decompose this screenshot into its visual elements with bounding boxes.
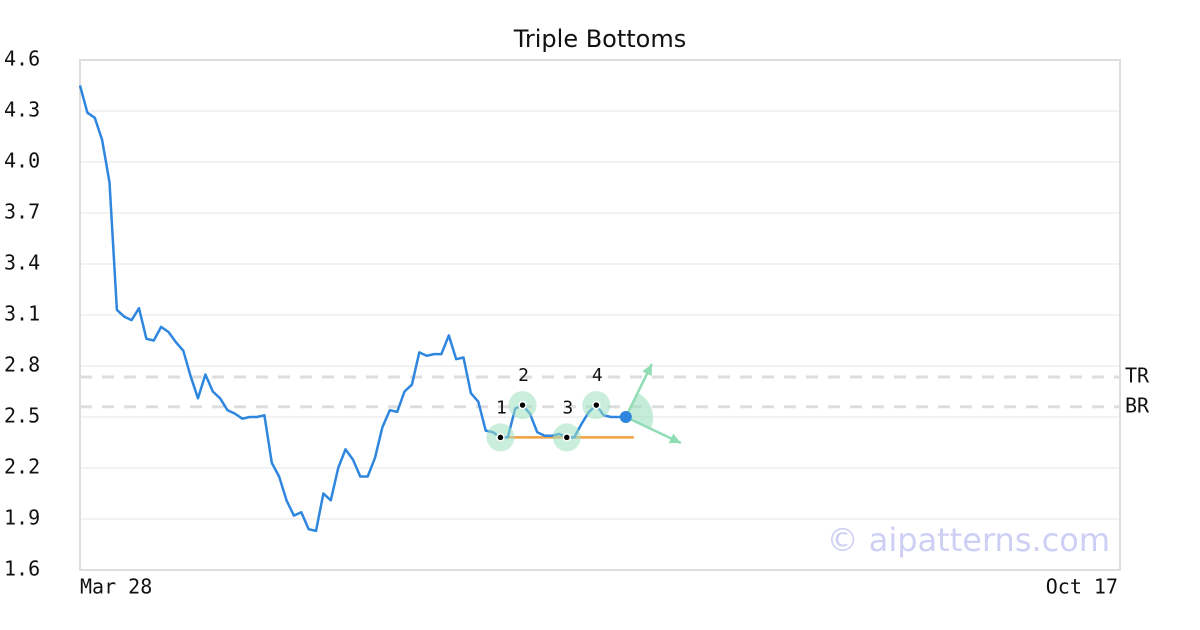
y-tick-label: 2.2 [4,455,40,479]
price-line [78,85,626,533]
pattern-label: 4 [592,365,603,386]
chart-title: Triple Bottoms [513,25,687,53]
x-tick-label: Oct 17 [1046,575,1118,599]
y-tick-label: 1.9 [4,506,40,530]
pattern-point [562,433,572,442]
y-tick-label: 4.0 [4,149,40,173]
pattern-point [518,400,527,410]
y-tick-label: 4.6 [4,47,40,71]
y-tick-label: 4.3 [4,98,40,122]
plot-frame [79,59,1121,571]
arrow-head [668,433,681,444]
last-point [619,411,632,423]
level-label: TR [1125,364,1150,388]
y-tick-label: 2.5 [4,404,40,428]
x-tick-label: Mar 28 [80,575,152,599]
y-tick-label: 3.4 [4,251,40,275]
y-tick-label: 2.8 [4,353,40,377]
pattern-label: 1 [496,397,507,418]
pattern-label: 2 [518,365,529,386]
level-label: BR [1125,393,1150,417]
pattern-point [496,433,505,442]
y-tick-label: 3.7 [4,200,40,224]
pattern-label: 3 [562,397,573,418]
watermark: © aipatterns.com [827,521,1110,559]
y-tick-label: 3.1 [4,302,40,326]
pattern-point [592,400,601,410]
arrow-head [642,364,652,376]
y-tick-label: 1.6 [4,557,40,581]
